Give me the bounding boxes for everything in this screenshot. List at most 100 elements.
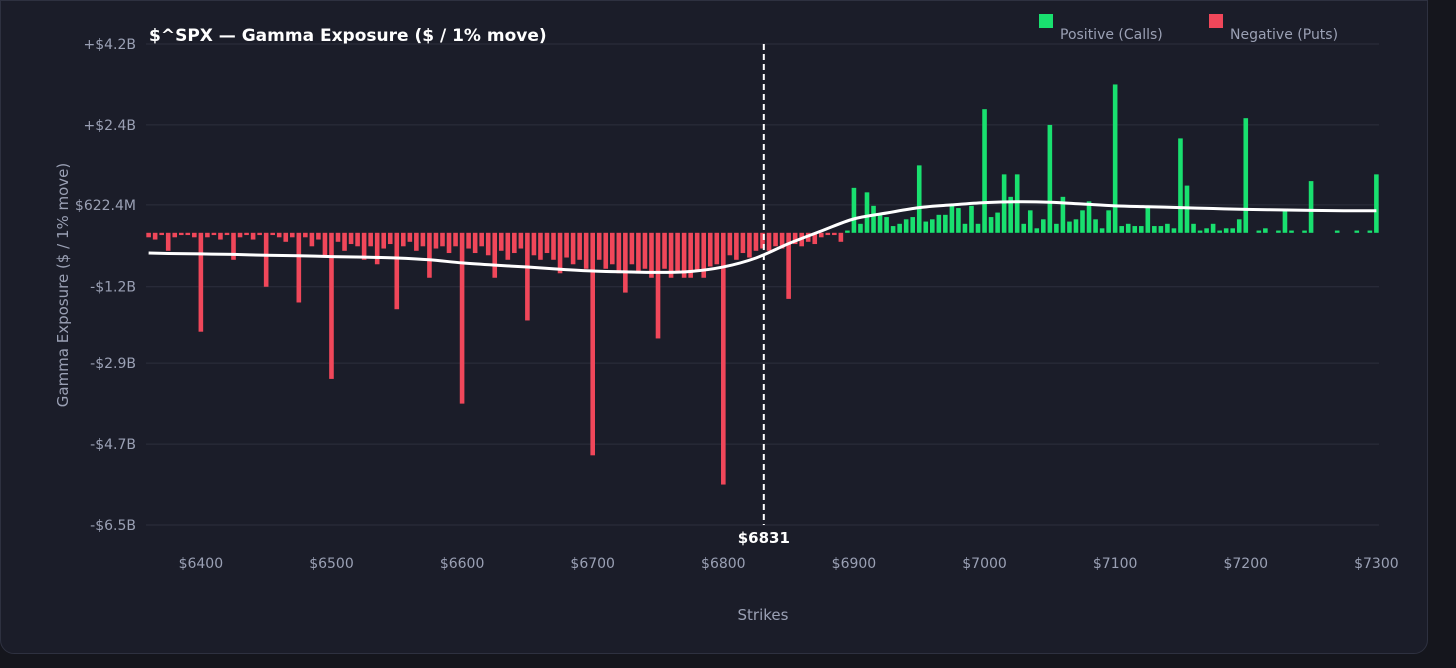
bar (420, 232, 426, 247)
bar (609, 232, 615, 265)
smoothed-line (148, 200, 1377, 274)
bar (773, 232, 778, 247)
bar (1374, 174, 1379, 233)
bar (668, 232, 674, 278)
chart: $^SPX — Gamma Exposure ($ / 1% move) Gam… (54, 14, 1399, 621)
bar (858, 223, 863, 233)
bar (642, 232, 648, 269)
bar (1138, 226, 1144, 233)
y-tick-label: +$2.4B (83, 118, 136, 134)
bar (910, 217, 916, 233)
bar (812, 232, 818, 245)
bar (1073, 219, 1079, 233)
bar (472, 232, 478, 254)
bar (583, 232, 589, 269)
bar (1334, 230, 1340, 233)
bar (257, 232, 262, 236)
bar (1236, 219, 1242, 233)
bar (355, 232, 360, 247)
bar (884, 217, 889, 233)
bar (283, 232, 289, 242)
bar (1008, 196, 1013, 233)
spot-label: $6831 (738, 529, 790, 547)
bar (485, 232, 491, 256)
bar (825, 232, 831, 236)
bar (969, 205, 974, 233)
x-tick-label: $6500 (309, 556, 354, 572)
bar (649, 232, 654, 278)
bar (414, 232, 419, 251)
x-tick-label: $7000 (962, 556, 1007, 572)
bar (596, 232, 602, 260)
bar (1132, 226, 1138, 233)
bar (956, 208, 961, 233)
bar (276, 232, 282, 238)
bar (845, 230, 850, 233)
bar (401, 232, 406, 247)
chart-title: $^SPX — Gamma Exposure ($ / 1% move) (149, 26, 547, 46)
bar (753, 232, 759, 251)
bar (1041, 219, 1046, 233)
bar (498, 232, 504, 251)
bar (407, 232, 413, 242)
bar (1152, 226, 1157, 233)
x-tick-label: $6600 (440, 556, 485, 572)
bar (361, 232, 367, 260)
bar (551, 232, 556, 260)
bar (152, 232, 158, 240)
bar (943, 214, 948, 233)
x-tick-label: $7300 (1354, 556, 1399, 572)
bar (348, 232, 354, 245)
bar (466, 232, 471, 249)
bar (577, 232, 582, 260)
bar (995, 212, 1000, 233)
y-tick-label: $622.4M (75, 198, 136, 214)
bar (1191, 223, 1196, 233)
bar (316, 232, 321, 240)
bar (329, 232, 334, 379)
bar (159, 232, 164, 236)
bar (949, 203, 955, 233)
bar (877, 214, 883, 233)
bar (1302, 230, 1307, 233)
bar (1106, 210, 1111, 233)
x-tick-label: $6900 (832, 556, 877, 572)
bar (270, 232, 275, 236)
bar (701, 232, 707, 278)
bar (205, 232, 210, 238)
bar (1217, 230, 1222, 233)
bar (172, 232, 178, 238)
bar (694, 232, 700, 272)
bar (590, 232, 596, 456)
bar (1243, 118, 1249, 233)
bar (734, 232, 739, 260)
bar (1171, 228, 1177, 233)
bar (1060, 196, 1066, 233)
y-tick-label: -$6.5B (90, 518, 136, 534)
bar (1112, 84, 1118, 233)
bar (1125, 223, 1131, 233)
bar (512, 232, 517, 254)
x-tick-label: $6800 (701, 556, 746, 572)
bar (1276, 230, 1281, 233)
bar (962, 223, 968, 233)
bar (525, 232, 530, 321)
bar (459, 232, 465, 404)
bar (1047, 124, 1053, 233)
bar (185, 232, 191, 236)
bar (564, 232, 569, 258)
bar (688, 232, 693, 278)
bar (897, 223, 902, 233)
bar (1119, 226, 1124, 233)
bar (303, 232, 308, 238)
bar (1204, 228, 1209, 233)
bar (760, 232, 765, 249)
bar (394, 232, 400, 310)
bar (446, 232, 452, 254)
bar (531, 232, 537, 256)
bar (1210, 223, 1216, 233)
legend-swatch (1209, 14, 1223, 28)
bar (538, 232, 543, 260)
bar (864, 192, 870, 233)
bar (832, 232, 837, 236)
